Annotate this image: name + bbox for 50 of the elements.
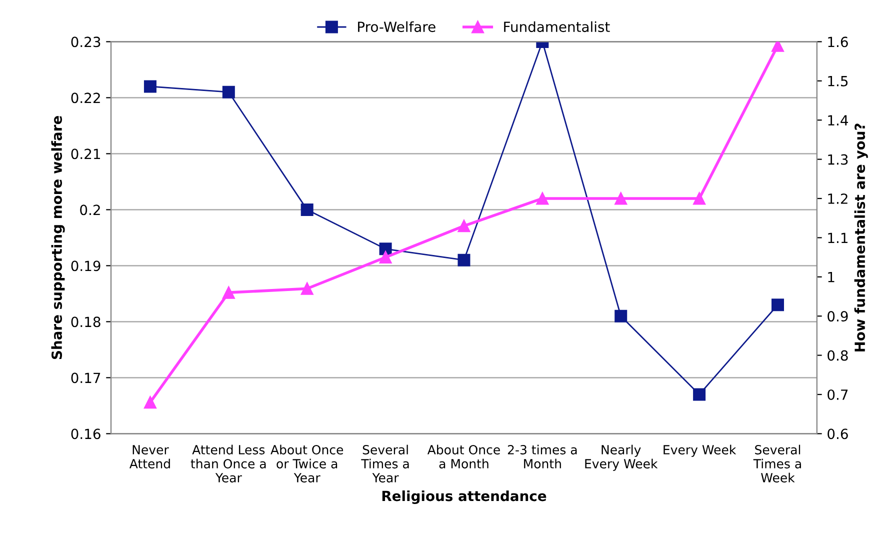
y-axis-title: Share supporting more welfare <box>51 116 65 360</box>
y2-tick-label: 1.4 <box>828 115 848 126</box>
x-tick-label: About Once a Month <box>427 444 500 468</box>
x-tick-label: Nearly Every Week <box>585 444 658 471</box>
x-tick-label: About Once or Twice a Year <box>270 444 344 482</box>
y2-tick-label: 0.7 <box>828 389 848 400</box>
y-tick-label: 0.16 <box>71 428 100 440</box>
x-tick-label: 2-3 times a Month <box>508 444 577 468</box>
y2-tick-label: 0.8 <box>828 350 848 361</box>
y2-axis-title: How fundamentalist are you? <box>854 124 868 352</box>
point <box>300 203 314 216</box>
y-tick-label: 0.18 <box>71 316 100 328</box>
point <box>222 286 235 299</box>
legend-label: Fundamentalist <box>504 21 610 32</box>
point <box>144 396 156 409</box>
x-tick-label: Attend Less than Once a Year <box>190 444 266 482</box>
y2-tick-label: 1 <box>828 272 834 282</box>
point <box>693 388 706 401</box>
x-tick-label: Several Times a Year <box>361 444 409 482</box>
point <box>693 192 706 205</box>
y-tick-label: 0.2 <box>80 204 100 216</box>
y-tick-label: 0.23 <box>71 36 100 48</box>
y-tick-label: 0.19 <box>71 260 100 272</box>
point <box>771 298 784 312</box>
point <box>458 220 470 232</box>
point <box>458 254 470 266</box>
point <box>379 242 392 256</box>
point <box>222 86 235 98</box>
y-tick-label: 0.22 <box>71 92 100 104</box>
y-tick-label: 0.17 <box>71 372 100 384</box>
point <box>614 192 628 205</box>
x-tick-label: Several Times a Week <box>753 444 801 482</box>
y2-tick-label: 0.9 <box>828 311 848 322</box>
y2-tick-label: 1.6 <box>828 36 848 48</box>
legend-label: Pro-Welfare <box>358 21 436 32</box>
point <box>771 42 784 52</box>
x-tick-label: Never Attend <box>129 445 170 468</box>
point <box>536 192 549 205</box>
point <box>300 282 314 295</box>
point <box>614 310 628 322</box>
y2-tick-label: 1.2 <box>828 193 848 204</box>
y-tick-label: 0.21 <box>71 148 100 160</box>
x-tick-label: Every Week <box>664 444 736 457</box>
y2-tick-label: 0.6 <box>828 428 848 440</box>
point <box>144 80 156 93</box>
x-axis-title: Religious attendance <box>382 490 546 504</box>
y2-tick-label: 1.5 <box>828 76 848 86</box>
y2-tick-label: 1.1 <box>828 232 848 243</box>
point <box>379 251 392 264</box>
y2-tick-label: 1.3 <box>828 154 848 165</box>
